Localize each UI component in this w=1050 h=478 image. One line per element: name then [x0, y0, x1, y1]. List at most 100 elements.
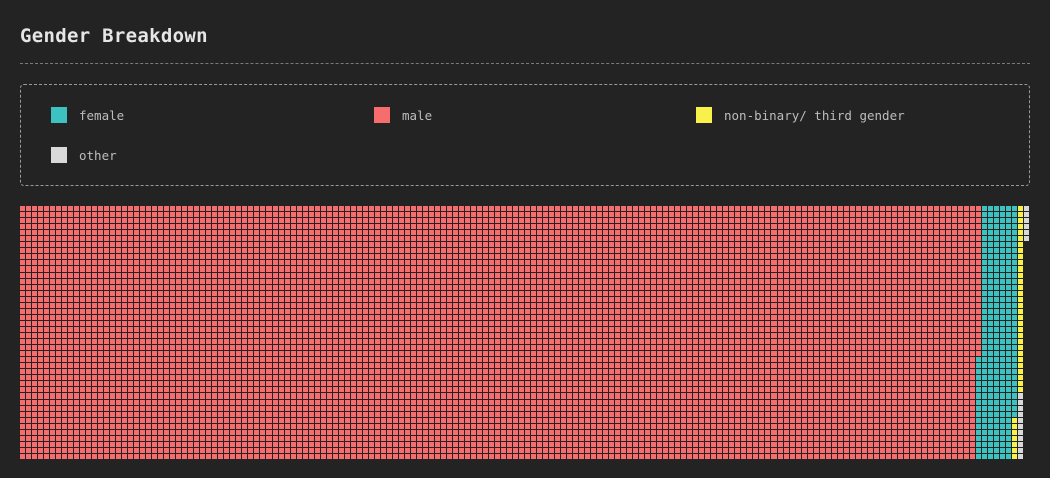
waffle-cell-male	[182, 393, 187, 399]
waffle-cell-male	[639, 442, 644, 447]
waffle-cell-male	[122, 387, 127, 392]
waffle-cell-male	[266, 412, 272, 417]
waffle-cell-male	[182, 387, 187, 392]
waffle-cell-male	[357, 436, 362, 441]
waffle-cell-male	[471, 315, 476, 320]
waffle-cell-male	[699, 393, 704, 399]
waffle-cell-male	[591, 236, 596, 241]
waffle-cell-male	[188, 303, 193, 308]
waffle-cell-male	[80, 345, 85, 350]
waffle-cell-male	[729, 254, 734, 259]
waffle-cell-male	[603, 273, 608, 278]
waffle-cell-male	[639, 406, 644, 411]
waffle-cell-male	[164, 321, 169, 326]
waffle-cell-male	[116, 339, 121, 344]
waffle-cell-male	[152, 412, 157, 417]
waffle-cell-male	[387, 297, 392, 302]
waffle-cell-male	[429, 279, 434, 284]
waffle-cell-male	[417, 412, 422, 417]
waffle-cell-male	[98, 206, 103, 211]
waffle-cell-male	[68, 424, 73, 429]
waffle-cell-male	[411, 436, 416, 441]
waffle-cell-male	[297, 454, 302, 459]
waffle-cell-male	[537, 212, 542, 217]
waffle-cell-male	[459, 303, 464, 308]
waffle-cell-male	[345, 248, 350, 253]
waffle-cell-male	[663, 266, 668, 272]
waffle-cell-male	[459, 357, 464, 362]
waffle-cell-male	[122, 303, 127, 308]
waffle-cell-male	[128, 248, 133, 253]
waffle-cell-male	[206, 345, 211, 350]
waffle-cell-male	[567, 297, 572, 302]
waffle-cell-male	[477, 424, 482, 429]
waffle-cell-male	[321, 321, 326, 326]
waffle-cell-male	[525, 309, 530, 314]
waffle-cell-male	[423, 357, 428, 362]
waffle-cell-male	[345, 430, 350, 435]
waffle-cell-male	[321, 230, 326, 235]
waffle-cell-male	[20, 454, 25, 459]
waffle-cell-male	[579, 285, 584, 290]
waffle-cell-male	[363, 375, 368, 380]
waffle-cell-male	[116, 454, 121, 459]
waffle-cell-male	[92, 351, 97, 356]
waffle-cell-male	[681, 327, 686, 332]
waffle-cell-male	[62, 242, 67, 247]
waffle-cell-male	[453, 339, 458, 344]
waffle-cell-male	[609, 291, 614, 296]
waffle-cell-male	[447, 254, 452, 259]
waffle-cell-male	[74, 351, 79, 356]
waffle-cell-male	[663, 333, 668, 338]
waffle-cell-male	[615, 387, 620, 392]
waffle-cell-male	[242, 448, 247, 453]
waffle-cell-male	[375, 406, 380, 411]
waffle-cell-male	[459, 297, 464, 302]
legend-item-other[interactable]: other	[51, 146, 117, 164]
waffle-cell-male	[621, 406, 626, 411]
waffle-cell-male	[639, 309, 644, 314]
waffle-cell-male	[194, 236, 199, 241]
waffle-cell-male	[92, 357, 97, 362]
waffle-cell-male	[669, 273, 674, 278]
waffle-cell-male	[339, 285, 344, 290]
waffle-cell-male	[92, 224, 97, 229]
waffle-cell-male	[236, 448, 241, 453]
waffle-cell-male	[62, 218, 67, 223]
waffle-cell-male	[218, 248, 223, 253]
waffle-cell-male	[573, 260, 578, 265]
waffle-cell-male	[248, 412, 253, 417]
waffle-cell-male	[38, 333, 43, 338]
waffle-cell-male	[657, 448, 662, 453]
waffle-cell-male	[681, 424, 686, 429]
waffle-cell-male	[152, 424, 157, 429]
legend-item-male[interactable]: male	[374, 106, 432, 124]
waffle-cell-male	[459, 242, 464, 247]
waffle-cell-male	[266, 454, 272, 459]
waffle-cell-male	[543, 303, 548, 308]
waffle-cell-male	[158, 266, 163, 272]
waffle-cell-male	[369, 454, 374, 459]
waffle-cell-male	[699, 442, 704, 447]
waffle-cell-male	[291, 279, 296, 284]
waffle-cell-male	[471, 400, 476, 405]
waffle-cell-male	[723, 448, 728, 453]
waffle-cell-male	[50, 363, 55, 368]
waffle-cell-male	[291, 363, 296, 368]
waffle-cell-male	[411, 254, 416, 259]
waffle-cell-male	[345, 309, 350, 314]
waffle-cell-male	[579, 212, 584, 217]
waffle-cell-male	[597, 436, 602, 441]
waffle-cell-male	[297, 351, 302, 356]
waffle-cell-male	[597, 224, 602, 229]
legend-item-non-binary[interactable]: non-binary/ third gender	[696, 106, 905, 124]
waffle-cell-male	[411, 321, 416, 326]
waffle-cell-male	[693, 260, 698, 265]
waffle-cell-male	[260, 260, 265, 265]
waffle-cell-male	[218, 448, 223, 453]
waffle-cell-male	[32, 375, 37, 380]
waffle-cell-male	[345, 224, 350, 229]
legend-item-female[interactable]: female	[51, 106, 124, 124]
waffle-cell-male	[447, 412, 452, 417]
waffle-cell-male	[363, 406, 368, 411]
